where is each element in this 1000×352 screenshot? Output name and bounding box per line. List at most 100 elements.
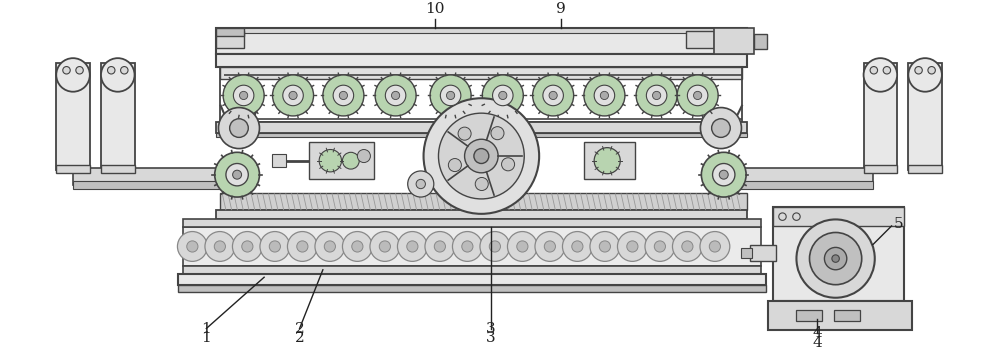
Circle shape <box>121 67 128 74</box>
Circle shape <box>700 232 730 262</box>
Circle shape <box>232 232 262 262</box>
Circle shape <box>543 85 563 106</box>
Circle shape <box>230 119 248 137</box>
Bar <box>216 28 244 36</box>
Text: 3: 3 <box>486 331 495 345</box>
Circle shape <box>352 241 363 252</box>
Circle shape <box>549 91 557 100</box>
Circle shape <box>654 241 665 252</box>
Circle shape <box>342 152 359 169</box>
Bar <box>216 133 747 137</box>
Circle shape <box>617 232 647 262</box>
Bar <box>754 34 767 49</box>
Circle shape <box>446 91 455 100</box>
Circle shape <box>870 67 878 74</box>
Circle shape <box>572 241 583 252</box>
Circle shape <box>824 247 847 270</box>
Circle shape <box>474 149 489 163</box>
Bar <box>56 165 90 173</box>
Circle shape <box>701 152 746 197</box>
Circle shape <box>458 127 471 140</box>
Circle shape <box>287 232 317 262</box>
Circle shape <box>796 219 875 298</box>
Text: 3: 3 <box>486 321 495 335</box>
Circle shape <box>101 58 135 92</box>
Circle shape <box>452 232 482 262</box>
Bar <box>73 168 224 185</box>
Circle shape <box>223 75 264 116</box>
Bar <box>183 227 761 266</box>
Circle shape <box>672 232 702 262</box>
Bar <box>216 55 747 68</box>
Circle shape <box>677 75 718 116</box>
Circle shape <box>323 75 364 116</box>
Circle shape <box>289 91 297 100</box>
Bar <box>216 31 244 48</box>
Circle shape <box>465 139 498 173</box>
Text: 10: 10 <box>425 2 444 16</box>
Circle shape <box>864 58 897 92</box>
Circle shape <box>283 85 303 106</box>
Circle shape <box>482 75 523 116</box>
Circle shape <box>646 85 667 106</box>
Circle shape <box>491 127 504 140</box>
Circle shape <box>424 98 539 214</box>
Circle shape <box>645 232 675 262</box>
Bar <box>216 28 747 33</box>
Circle shape <box>489 241 500 252</box>
Circle shape <box>517 241 528 252</box>
Text: 2: 2 <box>295 331 304 345</box>
Circle shape <box>499 91 507 100</box>
Bar <box>220 68 742 78</box>
Circle shape <box>416 180 425 189</box>
Circle shape <box>928 67 935 74</box>
Circle shape <box>407 241 418 252</box>
Bar <box>908 63 942 170</box>
Circle shape <box>493 85 513 106</box>
Bar <box>768 301 912 331</box>
Circle shape <box>434 241 445 252</box>
Bar <box>722 181 873 189</box>
Circle shape <box>233 170 242 179</box>
Circle shape <box>700 108 741 149</box>
Circle shape <box>108 67 115 74</box>
Bar <box>220 193 747 210</box>
Circle shape <box>375 75 416 116</box>
Circle shape <box>462 241 473 252</box>
Circle shape <box>535 232 565 262</box>
Circle shape <box>438 113 524 199</box>
Circle shape <box>408 171 434 197</box>
Circle shape <box>562 232 592 262</box>
Bar <box>686 31 714 48</box>
Bar <box>714 28 754 55</box>
Bar <box>101 165 135 173</box>
Circle shape <box>713 163 735 186</box>
Circle shape <box>448 158 461 171</box>
Text: 2: 2 <box>295 321 304 335</box>
Circle shape <box>883 67 891 74</box>
Circle shape <box>719 170 728 179</box>
Circle shape <box>319 150 342 172</box>
Bar <box>584 142 635 180</box>
Bar <box>216 210 747 219</box>
Bar <box>773 207 904 301</box>
Circle shape <box>177 232 207 262</box>
Circle shape <box>810 232 862 285</box>
Circle shape <box>342 232 372 262</box>
Circle shape <box>333 85 354 106</box>
Bar <box>741 248 752 258</box>
Bar <box>908 165 942 173</box>
Circle shape <box>507 232 537 262</box>
Circle shape <box>832 255 839 262</box>
Circle shape <box>370 232 400 262</box>
Bar <box>183 219 761 227</box>
Circle shape <box>273 75 314 116</box>
Circle shape <box>533 75 574 116</box>
Bar <box>178 285 766 292</box>
Bar <box>834 310 860 321</box>
Circle shape <box>584 75 625 116</box>
Circle shape <box>233 85 254 106</box>
Circle shape <box>440 85 461 106</box>
Text: 4: 4 <box>812 336 822 350</box>
Circle shape <box>694 91 702 100</box>
